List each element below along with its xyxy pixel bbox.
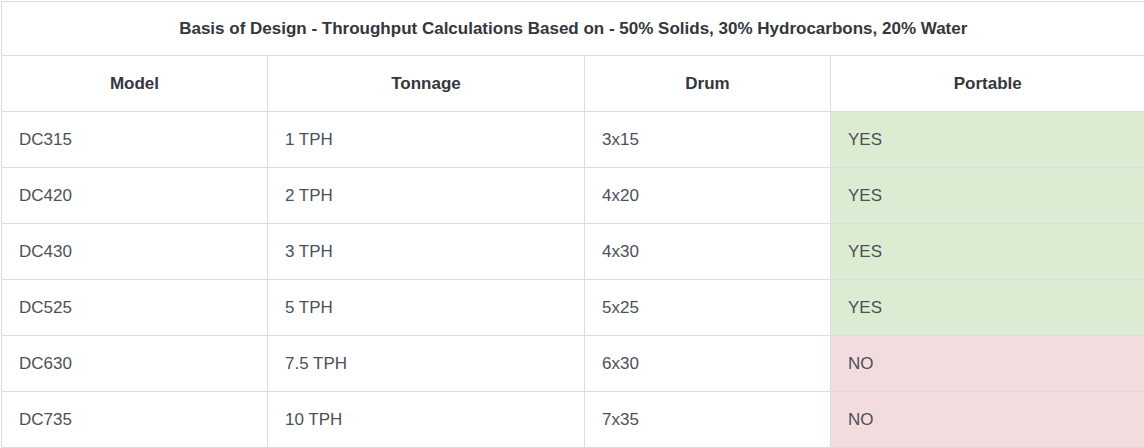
drum-cell: 5x25 <box>585 280 831 336</box>
model-cell: DC430 <box>2 224 268 280</box>
tonnage-cell: 1 TPH <box>268 112 585 168</box>
table-row: DC430 3 TPH 4x30 YES <box>2 224 1144 280</box>
column-header-model: Model <box>2 56 268 112</box>
column-header-tonnage: Tonnage <box>268 56 585 112</box>
portable-cell: NO <box>831 336 1144 392</box>
drum-cell: 4x30 <box>585 224 831 280</box>
design-basis-table: Basis of Design - Throughput Calculation… <box>1 1 1144 448</box>
table-row: DC525 5 TPH 5x25 YES <box>2 280 1144 336</box>
portable-cell: YES <box>831 224 1144 280</box>
table-title-row: Basis of Design - Throughput Calculation… <box>2 2 1144 56</box>
table-header-row: Model Tonnage Drum Portable <box>2 56 1144 112</box>
drum-cell: 4x20 <box>585 168 831 224</box>
drum-cell: 3x15 <box>585 112 831 168</box>
model-cell: DC630 <box>2 336 268 392</box>
drum-cell: 7x35 <box>585 392 831 448</box>
column-header-drum: Drum <box>585 56 831 112</box>
column-header-portable: Portable <box>831 56 1144 112</box>
model-cell: DC315 <box>2 112 268 168</box>
table-row: DC315 1 TPH 3x15 YES <box>2 112 1144 168</box>
model-cell: DC735 <box>2 392 268 448</box>
tonnage-cell: 10 TPH <box>268 392 585 448</box>
table-row: DC735 10 TPH 7x35 NO <box>2 392 1144 448</box>
portable-cell: NO <box>831 392 1144 448</box>
tonnage-cell: 7.5 TPH <box>268 336 585 392</box>
table-row: DC630 7.5 TPH 6x30 NO <box>2 336 1144 392</box>
portable-cell: YES <box>831 112 1144 168</box>
model-cell: DC525 <box>2 280 268 336</box>
table-title: Basis of Design - Throughput Calculation… <box>2 2 1144 56</box>
drum-cell: 6x30 <box>585 336 831 392</box>
tonnage-cell: 3 TPH <box>268 224 585 280</box>
table-row: DC420 2 TPH 4x20 YES <box>2 168 1144 224</box>
tonnage-cell: 2 TPH <box>268 168 585 224</box>
tonnage-cell: 5 TPH <box>268 280 585 336</box>
model-cell: DC420 <box>2 168 268 224</box>
portable-cell: YES <box>831 168 1144 224</box>
portable-cell: YES <box>831 280 1144 336</box>
